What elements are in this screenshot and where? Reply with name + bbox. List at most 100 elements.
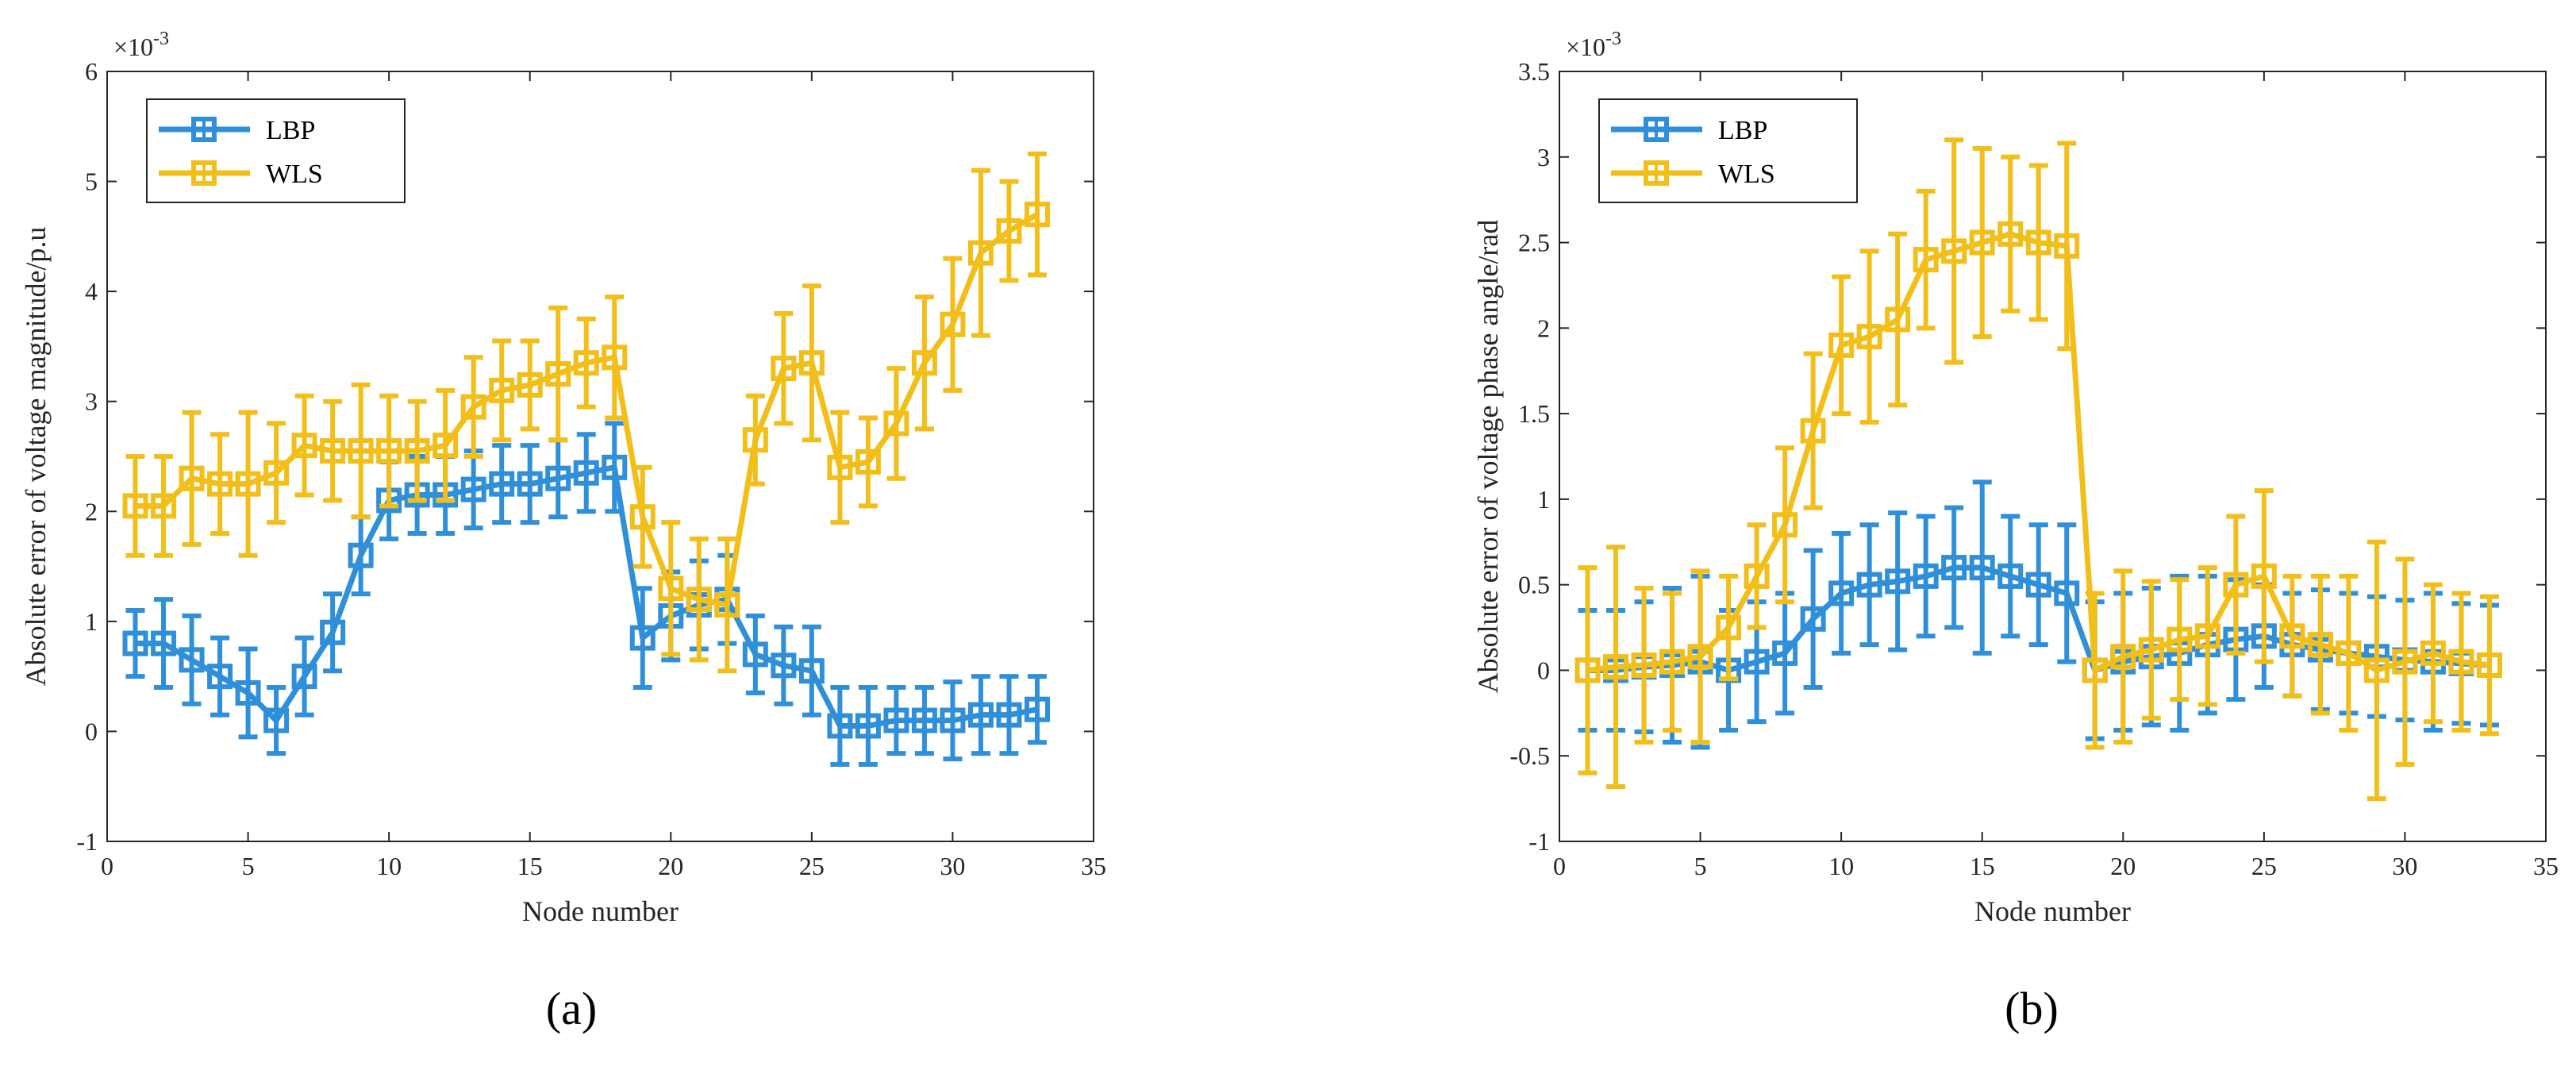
- panel-a-wls-point: [940, 311, 966, 337]
- panel-a-lbp-point: [602, 454, 628, 480]
- panel-a-xtick-label: 5: [242, 852, 255, 880]
- panel-b-caption: (b): [2005, 983, 2059, 1034]
- panel-b-xtick-label: 30: [2392, 852, 2417, 880]
- panel-a-lbp-point: [179, 647, 205, 673]
- panel-a-legend-marker-lbp: [191, 117, 217, 142]
- panel-a-lbp-point: [911, 707, 937, 733]
- panel-a-legend-label-lbp: LBP: [266, 116, 315, 145]
- panel-b-wls-point: [1687, 644, 1713, 670]
- panel-b-wls-point: [2194, 623, 2220, 649]
- panel-a-wls-point: [235, 471, 261, 497]
- panel-a-lbp-point: [996, 702, 1022, 728]
- panel-b-wls-point: [2025, 229, 2051, 256]
- panel-a-wls-point: [263, 460, 290, 486]
- panel-b-xtick-label: 15: [1970, 852, 1995, 880]
- panel-a-ytick-label: 6: [85, 57, 98, 86]
- panel-a-legend-marker-wls: [191, 160, 217, 186]
- panel-b-lbp-point: [1828, 580, 1855, 606]
- panel-b-ytick-label: 1: [1537, 485, 1550, 514]
- panel-a-lbp-point: [855, 713, 881, 739]
- panel-b-xtick-label: 35: [2533, 852, 2559, 880]
- panel-a-wls-point: [996, 217, 1022, 244]
- panel-b-legend-marker-wls: [1644, 160, 1669, 186]
- panel-a-lbp-point: [742, 641, 768, 668]
- panel-a-legend-box: [146, 98, 406, 203]
- panel-a-wls-point: [798, 350, 825, 376]
- panel-a-wls-point: [967, 240, 994, 266]
- panel-b-lbp-point: [1744, 649, 1770, 675]
- panel-a-wls-point: [122, 493, 148, 519]
- panel-b-legend-label-lbp: LBP: [1718, 116, 1767, 145]
- panel-a-wls-point: [207, 471, 233, 497]
- panel-a-wls-point: [517, 371, 543, 398]
- panel-a-lbp-point: [573, 460, 599, 486]
- panel-a-wls-point: [376, 438, 402, 464]
- panel-b-xtick-label: 0: [1553, 852, 1566, 880]
- panel-a-wls-point: [714, 592, 740, 618]
- panel-a-series-wls: [122, 151, 1050, 674]
- panel-a-legend: LBP WLS: [146, 98, 406, 203]
- panel-a-lbp-point: [263, 707, 290, 733]
- panel-b-xtick-label: 25: [2251, 852, 2277, 880]
- panel-a-lbp-point: [967, 702, 994, 728]
- panel-a-legend-label-wls: WLS: [266, 160, 323, 189]
- panel-a-wls-point: [291, 433, 317, 459]
- panel-b-wls-point: [2476, 652, 2502, 678]
- panel-a-lbp-point: [122, 630, 148, 656]
- panel-a-ytick-label: 4: [85, 277, 98, 306]
- panel-b-wls-point: [2307, 632, 2333, 658]
- panel-b-ylabel: Absolute error of voltage phase angle/ra…: [1472, 220, 1504, 694]
- panel-b-ytick-label: 1.5: [1518, 399, 1550, 428]
- panel-a-wls-point: [883, 410, 909, 437]
- panel-b-wls-point: [2336, 640, 2362, 666]
- panel-b-wls-point: [1659, 649, 1686, 675]
- panel-b-wls-point: [1885, 306, 1911, 333]
- panel-b-lbp-point: [1913, 563, 1939, 589]
- panel-a-lbp-point: [771, 652, 797, 679]
- panel-a-wls-point: [545, 361, 571, 387]
- panel-a-wls-point: [433, 433, 459, 459]
- panel-b-ytick-label: -1: [1528, 827, 1550, 856]
- panel-b-wls-point: [1969, 229, 1995, 256]
- panel-a-wls-point: [742, 427, 768, 453]
- panel-a-lbp-point: [291, 664, 317, 690]
- panel-b-wls-point: [1744, 563, 1770, 589]
- panel-a-ytick-label: -1: [76, 827, 98, 856]
- panel-b-wls-point: [1772, 512, 1798, 538]
- panel-b-wls-point: [2054, 233, 2080, 259]
- panel-a-wls-point: [771, 356, 797, 382]
- panel-b-ytick-label: -0.5: [1509, 741, 1550, 770]
- panel-a-xtick-label: 20: [658, 852, 683, 880]
- panel-b-legend-marker-lbp: [1644, 117, 1669, 142]
- panel-a-lbp-point: [883, 707, 909, 733]
- panel-a-lbp-point: [629, 625, 656, 651]
- panel-b-wls-point: [2082, 657, 2108, 683]
- panel-a-wls-point: [573, 350, 599, 376]
- panel-b-lbp-point: [2025, 572, 2051, 598]
- panel-b-wls-point: [2138, 637, 2164, 663]
- panel-a-lbp-point: [151, 630, 177, 656]
- panel-a-wls-point: [855, 448, 881, 475]
- panel-a-lbp-point: [460, 476, 486, 502]
- panel-a-ytick-label: 1: [85, 607, 98, 636]
- panel-b-lbp-point: [1969, 555, 1995, 581]
- panel-a-ytick-label: 3: [85, 387, 98, 416]
- panel-b-xtick-label: 5: [1694, 852, 1707, 880]
- panel-b-wls-point: [1800, 418, 1826, 444]
- panel-a-wls-point: [320, 438, 346, 464]
- panel-a-xtick-label: 30: [940, 852, 965, 880]
- panel-b-legend-box: [1598, 98, 1858, 203]
- panel-b-wls-point: [1603, 654, 1629, 680]
- panel-a-ytick-label: 2: [85, 497, 98, 525]
- panel-b-xtick-label: 10: [1828, 852, 1854, 880]
- panel-a-lbp-point: [348, 542, 374, 568]
- panel-b-wls-point: [2110, 644, 2136, 670]
- panel-b-series-wls: [1574, 137, 2502, 802]
- panel-b-wls-point: [1997, 221, 2024, 247]
- panel-b-wls-point: [1574, 657, 1601, 683]
- panel-a-exponent-label: ×10-3: [113, 29, 169, 61]
- panel-a-ytick-label: 0: [85, 717, 98, 745]
- panel-a-lbp-point: [489, 471, 515, 497]
- panel-b-wls-point: [2420, 640, 2446, 666]
